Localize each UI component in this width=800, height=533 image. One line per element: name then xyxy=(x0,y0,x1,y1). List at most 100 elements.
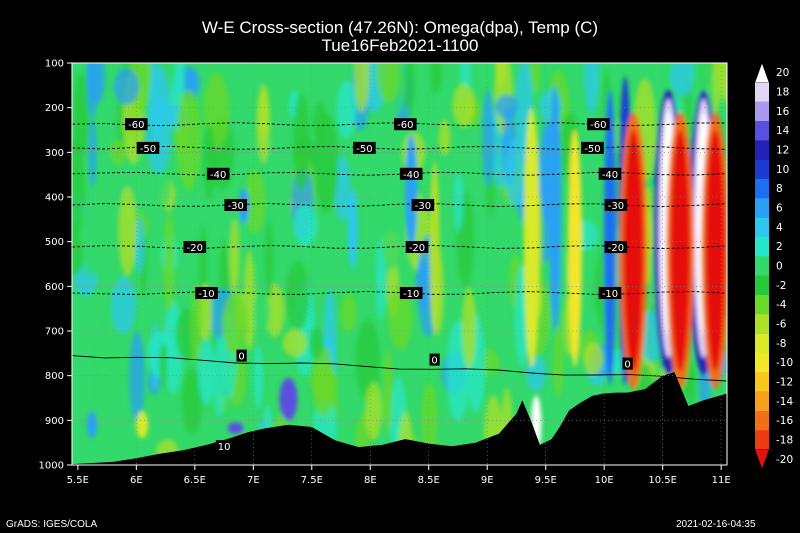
field-column xyxy=(405,134,418,251)
negative-core-inner xyxy=(623,130,644,372)
field-cell xyxy=(88,117,97,188)
y-tick-label: 600 xyxy=(45,282,64,293)
contour-label-box xyxy=(394,118,417,131)
colorbar-label: 12 xyxy=(776,145,789,157)
field-cell xyxy=(462,287,477,369)
contour-label: -30 xyxy=(228,201,244,212)
field-cell xyxy=(505,138,528,208)
field-cell xyxy=(163,213,175,312)
field-cell xyxy=(669,63,696,96)
y-tick-label: 700 xyxy=(45,327,64,338)
contour-label: -60 xyxy=(590,120,606,131)
field-cell xyxy=(336,80,357,139)
colorbar-label: -18 xyxy=(776,435,793,447)
colorbar-segment xyxy=(755,179,769,199)
contour-label-box xyxy=(136,141,160,154)
colorbar-label: 10 xyxy=(776,164,789,176)
field-cell xyxy=(376,63,400,103)
y-tick-label: 800 xyxy=(45,371,64,382)
colorbar-label: -8 xyxy=(776,338,786,350)
field-cell xyxy=(73,73,91,158)
contour-label: 0 xyxy=(431,356,437,367)
plot-frame xyxy=(71,62,728,466)
colorbar-label: -12 xyxy=(776,377,793,389)
field-cell xyxy=(129,331,145,422)
field-cell xyxy=(181,367,203,434)
contour-line xyxy=(72,145,727,150)
colorbar-label: -20 xyxy=(776,454,793,466)
y-axis: 100 200 300 400 500 600 700 800 900 1000 xyxy=(39,59,72,472)
contour-label-box xyxy=(405,241,429,253)
field-column xyxy=(347,188,358,269)
x-tick-label: 11E xyxy=(712,475,731,486)
colorbar-label: -10 xyxy=(776,357,793,369)
field-cell xyxy=(191,283,202,364)
field-column xyxy=(136,411,149,439)
terrain-shape xyxy=(72,372,727,465)
colorbar-label: 6 xyxy=(776,203,783,215)
contour-label: 0 xyxy=(624,360,630,371)
contour-label-box xyxy=(399,287,423,299)
field-cell xyxy=(421,382,438,458)
x-tick-label: 5.5E xyxy=(67,475,89,486)
y-tick-label: 200 xyxy=(45,103,64,114)
contour-label-box xyxy=(604,199,628,211)
contour-label-box xyxy=(353,141,376,154)
field-cell xyxy=(256,88,270,164)
contour-label-box xyxy=(411,199,435,211)
x-tick-label: 7E xyxy=(247,475,260,486)
colorbar-segment xyxy=(755,82,769,102)
field-cell xyxy=(293,204,318,246)
colorbar-label: 18 xyxy=(776,87,789,99)
field-cell xyxy=(353,63,370,113)
field-column xyxy=(567,130,582,367)
field-cell xyxy=(495,94,519,119)
contour-label-box xyxy=(215,440,233,453)
colorbar-segment xyxy=(755,217,769,238)
field-cell xyxy=(159,342,168,388)
x-tick-label: 10.5E xyxy=(648,475,677,486)
contour-label-box xyxy=(206,167,230,180)
field-cell xyxy=(285,261,310,331)
field-cell xyxy=(222,293,249,355)
colorbar-label: -2 xyxy=(776,280,786,292)
y-tick-label: 1000 xyxy=(39,461,64,472)
field-cell xyxy=(383,348,393,435)
negative-core-inner xyxy=(670,130,691,372)
contour-label: -50 xyxy=(140,144,156,155)
colorbar-label: 16 xyxy=(776,106,790,118)
x-tick-label: 9E xyxy=(481,475,494,486)
colorbar: 20181614121086420-2-4-6-8-10-12-14-16-18… xyxy=(754,62,793,470)
contour-label: -10 xyxy=(403,289,419,300)
contour-label: -40 xyxy=(602,170,618,181)
colorbar-label: 14 xyxy=(776,125,790,137)
y-tick-label: 900 xyxy=(45,416,64,427)
colorbar-segment xyxy=(755,101,769,122)
field-cell xyxy=(355,319,381,401)
colorbar-segment xyxy=(755,140,769,160)
field-cell xyxy=(82,250,100,276)
field-column xyxy=(86,411,97,439)
field-cell xyxy=(282,329,307,357)
field-cell xyxy=(428,63,443,94)
field-cell xyxy=(253,288,271,336)
colorbar-label: 8 xyxy=(776,183,783,195)
field-cell xyxy=(96,337,109,405)
plot-area: -60 -60 -60 -50 -50 -50 -40 -40 -40 -30 -30 -30 -20 -… xyxy=(71,62,728,466)
colorbar-arrow-top xyxy=(754,62,770,83)
field-cell xyxy=(110,139,128,165)
contour-label: -60 xyxy=(128,120,144,131)
contour-label-box xyxy=(622,357,633,370)
field-column xyxy=(523,107,540,367)
colorbar-label: -4 xyxy=(776,299,787,311)
field-cell xyxy=(87,63,106,104)
field-cell xyxy=(313,101,327,145)
field-cell xyxy=(553,326,564,397)
contour-label: -20 xyxy=(409,243,425,254)
field-cell xyxy=(375,236,386,320)
colorbar-segment xyxy=(755,159,769,180)
contour-label: 10 xyxy=(218,442,231,453)
chart-subtitle: Tue16Feb2021-1100 xyxy=(321,36,479,55)
x-tick-label: 7.5E xyxy=(301,475,323,486)
field-cell xyxy=(292,93,310,190)
